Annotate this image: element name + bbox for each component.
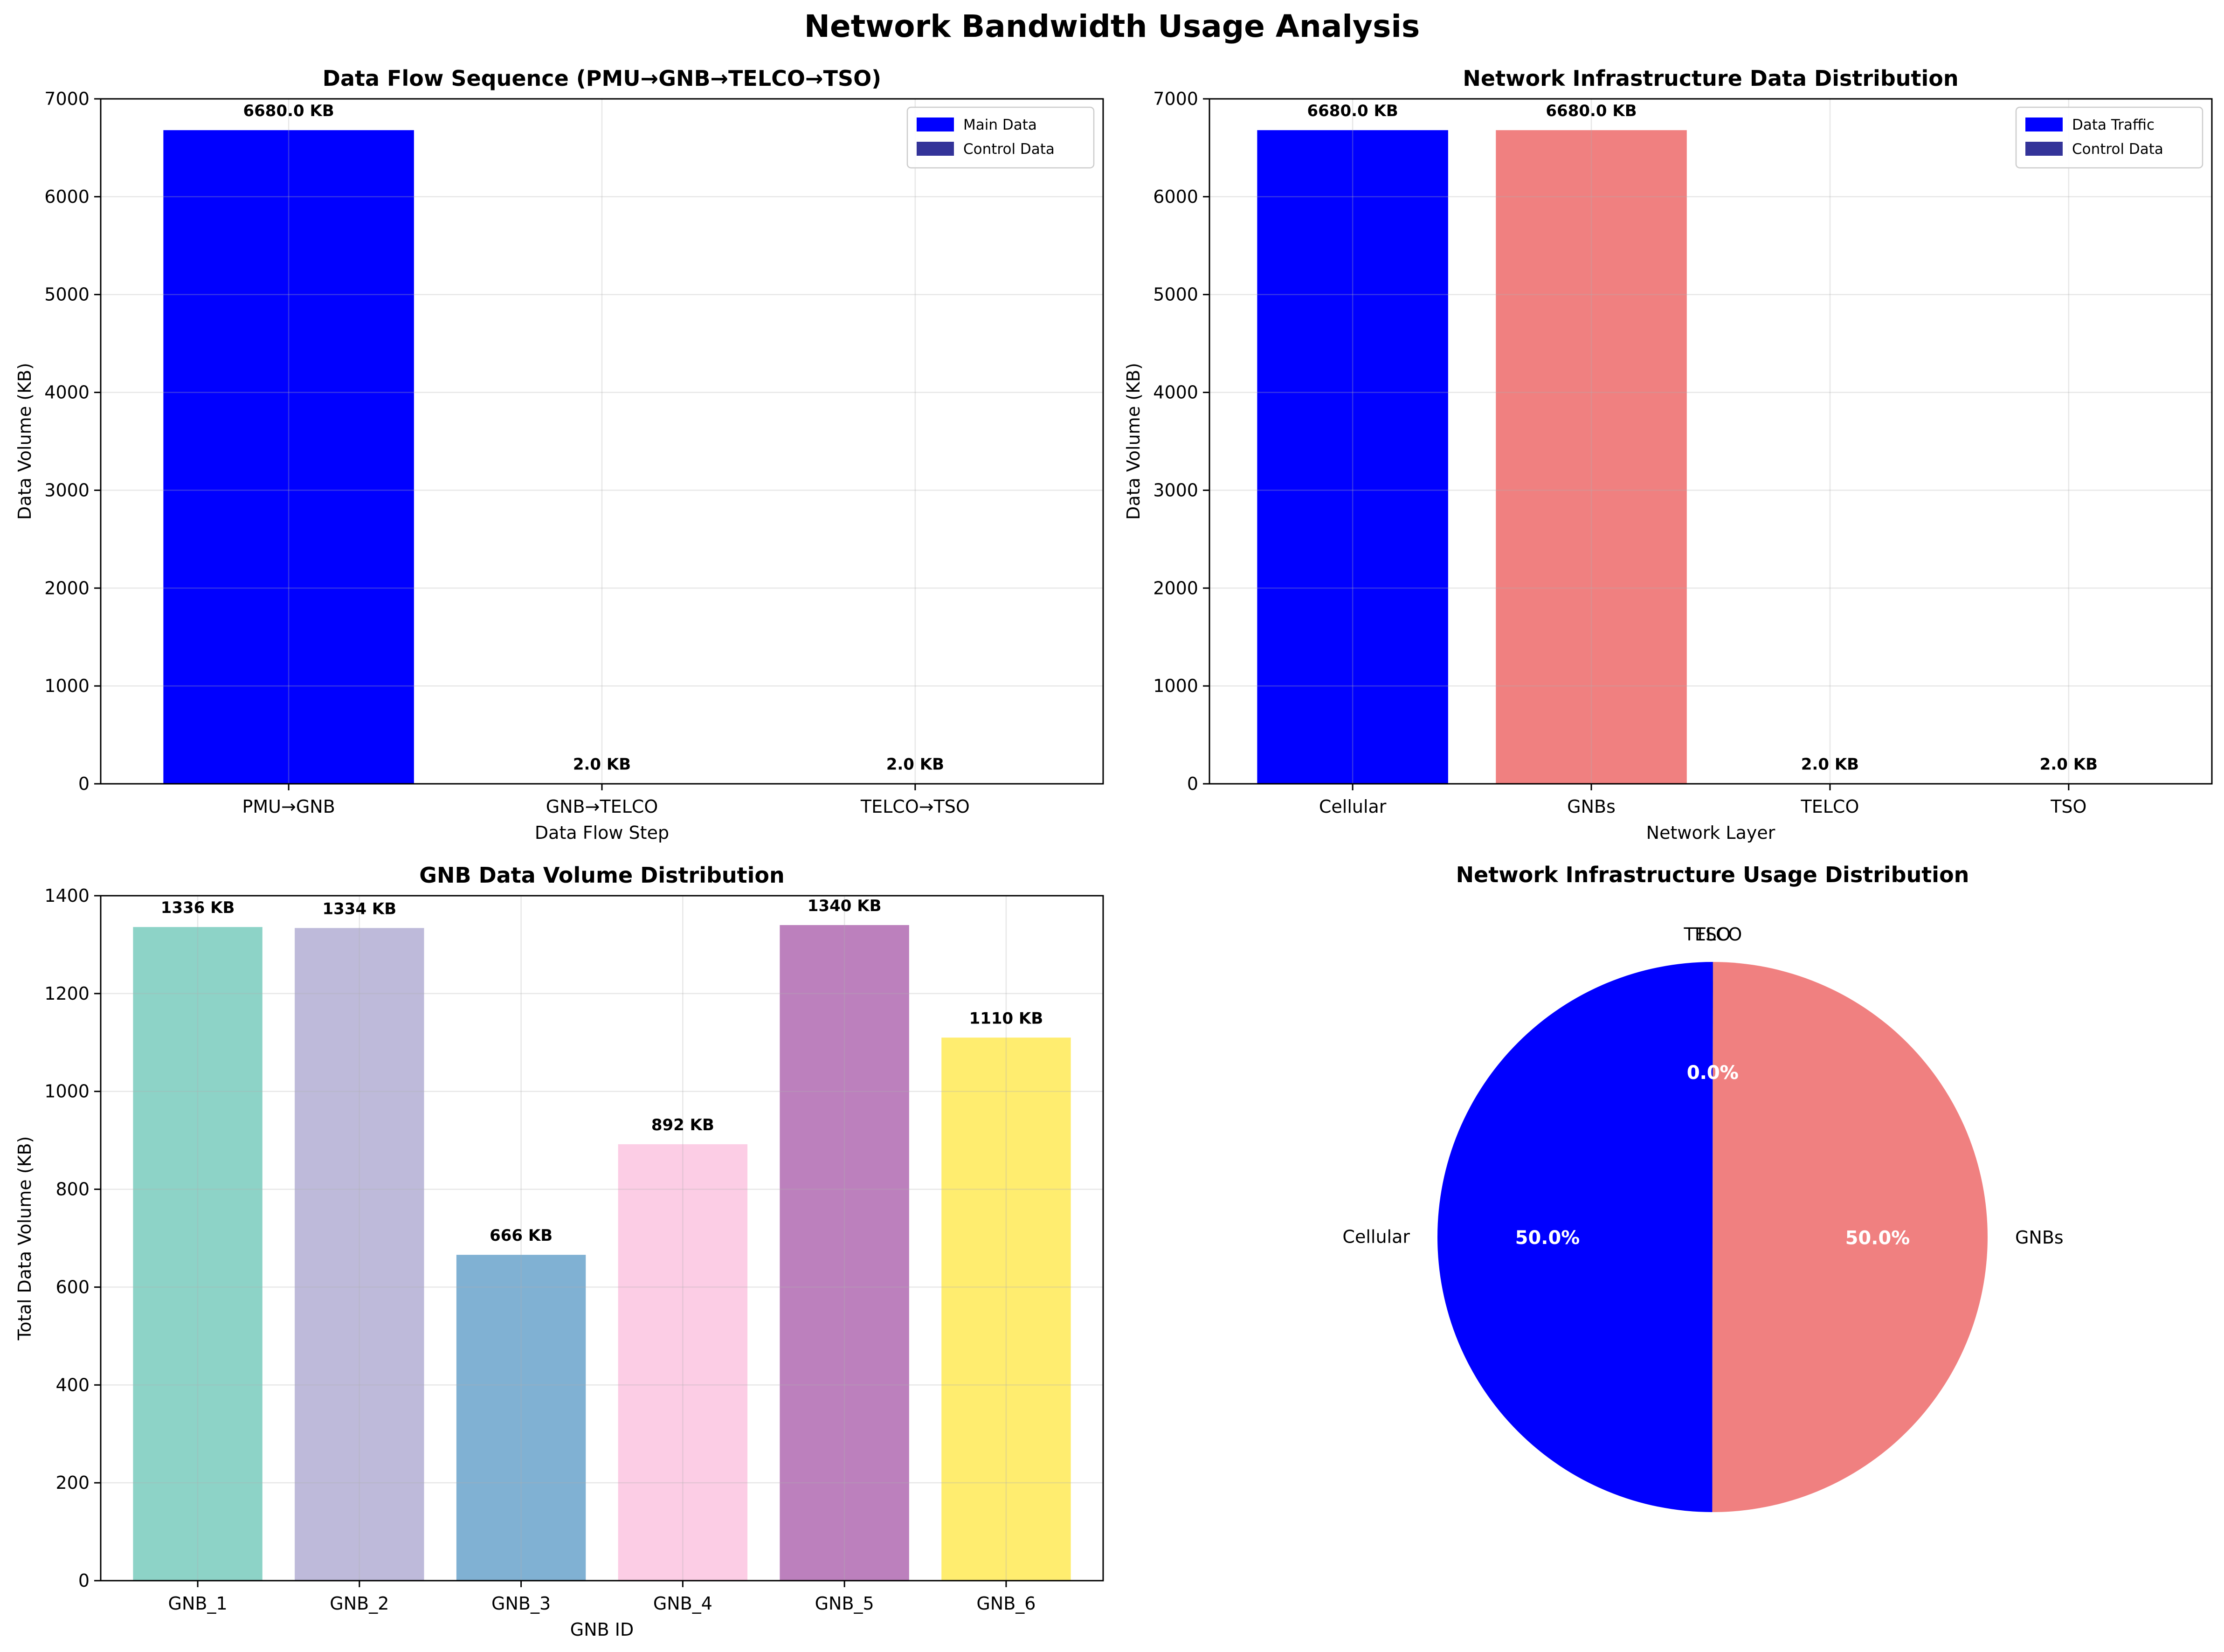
y-tick-label: 4000	[1153, 382, 1198, 403]
y-axis-label: Data Volume (KB)	[14, 363, 35, 520]
x-tick-label: GNB_5	[815, 1593, 874, 1614]
pie-pct-label: 0.0%	[1687, 1062, 1739, 1084]
pie-label: TELCO	[1683, 924, 1742, 945]
bar-GNB_1	[133, 927, 262, 1581]
y-tick-label: 2000	[1153, 578, 1198, 598]
bar-Cellular	[1257, 130, 1448, 784]
figure-title: Network Bandwidth Usage Analysis	[804, 8, 1420, 44]
plot-frame	[1209, 98, 2213, 785]
bar-GNB_4	[618, 1144, 748, 1581]
legend-label: Main Data	[963, 117, 1037, 133]
x-tick-label: GNB_6	[976, 1593, 1036, 1614]
bar-value-label: 1334 KB	[322, 899, 396, 918]
legend-label: Control Data	[2072, 141, 2163, 158]
bar-GNB_3	[456, 1255, 586, 1581]
legend-swatch	[2025, 118, 2063, 131]
x-tick-label: GNBs	[1567, 796, 1616, 817]
y-tick-label: 1000	[1153, 676, 1198, 696]
x-tick-label: GNB_4	[653, 1593, 712, 1614]
bar-value-label: 1336 KB	[161, 899, 235, 917]
bar-value-label: 892 KB	[651, 1116, 714, 1134]
legend-swatch	[917, 118, 954, 131]
legend-label: Control Data	[963, 141, 1055, 158]
y-tick-label: 7000	[44, 89, 90, 109]
chart-title: Network Infrastructure Usage Distributio…	[1456, 862, 1969, 887]
chart-title: Data Flow Sequence (PMU→GNB→TELCO→TSO)	[323, 66, 881, 91]
y-tick-label: 5000	[44, 284, 90, 305]
plot-frame	[100, 895, 1104, 1582]
y-tick-label: 1000	[44, 1081, 90, 1102]
x-tick-label: GNB_2	[330, 1593, 389, 1614]
x-axis-label: Data Flow Step	[535, 823, 669, 843]
bar-GNB_2	[295, 928, 424, 1581]
x-tick-label: GNB→TELCO	[546, 796, 658, 817]
bar-value-label: 6680.0 KB	[1546, 102, 1637, 120]
y-tick-label: 7000	[1153, 89, 1198, 109]
y-tick-label: 2000	[44, 578, 90, 598]
pie-label: Cellular	[1342, 1227, 1410, 1247]
pie-pct-label: 50.0%	[1515, 1227, 1580, 1249]
y-tick-label: 6000	[44, 187, 90, 207]
y-tick-label: 1400	[44, 885, 90, 906]
y-tick-label: 1200	[44, 983, 90, 1004]
x-tick-label: Cellular	[1319, 796, 1387, 817]
bar-PMU→GNB	[163, 130, 414, 784]
y-tick-label: 0	[78, 1570, 90, 1591]
x-tick-label: PMU→GNB	[242, 796, 335, 817]
bar-value-label: 1340 KB	[808, 897, 882, 915]
pie-slice-GNBs	[1712, 962, 1988, 1512]
bar-value-label: 6680.0 KB	[1307, 102, 1398, 120]
pie-slice-Cellular	[1437, 962, 1713, 1512]
pie-label: GNBs	[2015, 1227, 2064, 1248]
y-tick-label: 5000	[1153, 284, 1198, 305]
bar-GNB_6	[941, 1037, 1071, 1581]
chart-title: GNB Data Volume Distribution	[419, 863, 785, 888]
x-tick-label: GNB_3	[491, 1593, 551, 1614]
bar-value-label: 6680.0 KB	[243, 102, 334, 120]
y-tick-label: 3000	[1153, 480, 1198, 500]
x-tick-label: TELCO	[1801, 796, 1859, 817]
legend-swatch	[2025, 142, 2063, 156]
bar-value-label: 1110 KB	[969, 1009, 1043, 1028]
x-tick-label: TSO	[2050, 796, 2086, 817]
bar-value-label: 2.0 KB	[573, 755, 631, 774]
y-tick-label: 4000	[44, 382, 90, 403]
pie-pct-label: 0.0%	[1687, 1062, 1739, 1084]
y-tick-label: 800	[55, 1179, 90, 1200]
x-tick-label: TELCO→TSO	[860, 796, 970, 817]
legend-swatch	[917, 142, 954, 156]
y-tick-label: 1000	[44, 676, 90, 696]
y-tick-label: 0	[78, 774, 90, 794]
bar-value-label: 2.0 KB	[886, 755, 944, 774]
y-axis-label: Data Volume (KB)	[1123, 363, 1144, 520]
x-tick-label: GNB_1	[168, 1593, 228, 1614]
y-tick-label: 6000	[1153, 187, 1198, 207]
y-tick-label: 400	[55, 1375, 90, 1395]
y-tick-label: 600	[55, 1277, 90, 1297]
y-axis-label: Total Data Volume (KB)	[14, 1136, 35, 1341]
y-tick-label: 0	[1187, 774, 1198, 794]
bar-value-label: 2.0 KB	[1801, 755, 1859, 774]
legend-label: Data Traffic	[2072, 117, 2155, 133]
pie-pct-label: 50.0%	[1845, 1227, 1910, 1249]
bar-GNBs	[1496, 130, 1687, 784]
bar-value-label: 666 KB	[490, 1226, 553, 1245]
bar-GNB_5	[780, 925, 909, 1581]
chart-title: Network Infrastructure Data Distribution	[1463, 66, 1958, 91]
x-axis-label: Network Layer	[1646, 823, 1775, 843]
pie-label: TSO	[1694, 924, 1731, 945]
bar-value-label: 2.0 KB	[2040, 755, 2098, 774]
y-tick-label: 200	[55, 1472, 90, 1493]
y-tick-label: 3000	[44, 480, 90, 500]
x-axis-label: GNB ID	[570, 1619, 634, 1640]
